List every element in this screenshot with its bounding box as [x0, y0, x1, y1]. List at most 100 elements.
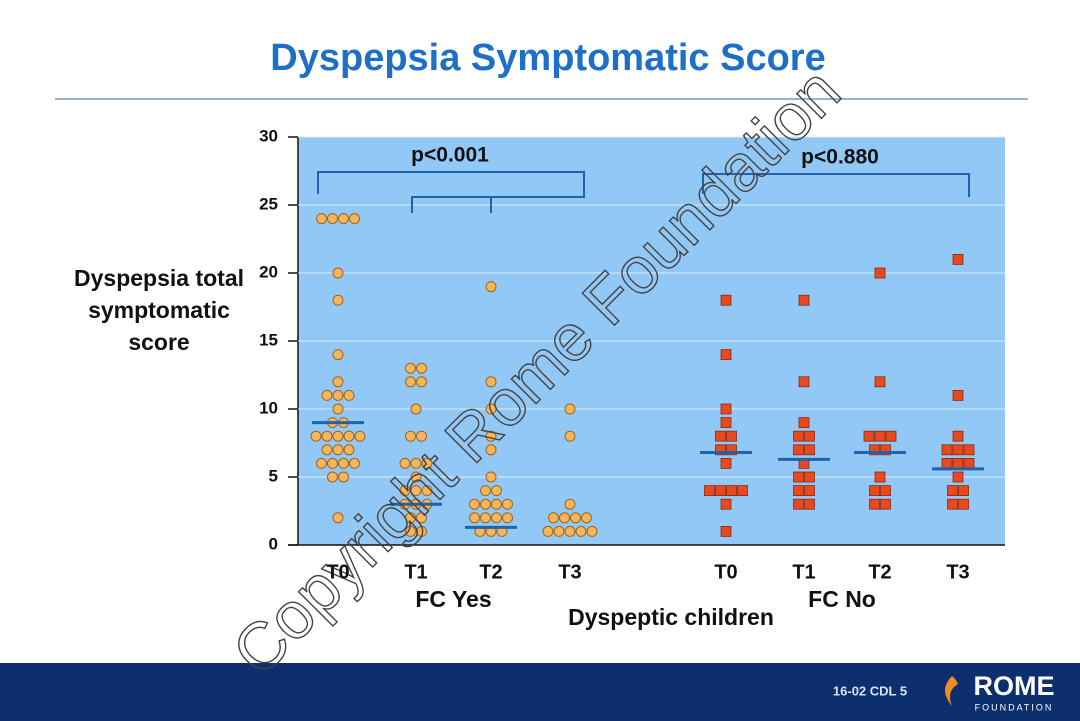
point: [726, 430, 737, 442]
point: [491, 512, 502, 524]
point: [399, 457, 411, 469]
point: [869, 444, 880, 456]
point: [405, 525, 416, 537]
point: [874, 471, 886, 483]
footer-code: 16-02 CDL 5: [833, 683, 907, 698]
point: [874, 430, 886, 442]
point: [874, 267, 886, 279]
y-axis-label: Dyspepsia total symptomatic score: [74, 265, 244, 355]
point: [564, 403, 576, 415]
group-label: FC Yes: [415, 586, 491, 612]
point: [416, 430, 427, 442]
point: [502, 498, 513, 510]
point: [480, 485, 491, 497]
point: [720, 349, 732, 361]
point: [343, 444, 355, 456]
point: [338, 213, 349, 225]
x-tick-label: T0: [714, 561, 737, 583]
point: [715, 444, 726, 456]
y-tick-label: 0: [269, 534, 278, 553]
point: [720, 526, 732, 537]
point: [804, 471, 815, 483]
marks: [310, 213, 984, 537]
x-tick-label: T3: [946, 561, 969, 583]
point: [726, 485, 737, 497]
point: [941, 444, 953, 456]
y-tick-label: 15: [259, 330, 278, 349]
point: [869, 498, 880, 510]
point: [491, 485, 502, 497]
point: [804, 498, 815, 510]
point: [941, 457, 953, 469]
point: [349, 213, 360, 225]
point: [480, 498, 491, 510]
point: [343, 389, 355, 401]
p-value: p<0.001: [411, 144, 489, 167]
point: [316, 457, 327, 469]
point: [793, 498, 804, 510]
y-tick-label: 30: [259, 126, 278, 145]
point: [327, 457, 338, 469]
point: [332, 267, 344, 279]
point: [804, 444, 815, 456]
point: [715, 430, 726, 442]
point: [564, 430, 576, 442]
x-tick-label: T1: [404, 561, 427, 583]
point: [720, 457, 732, 469]
point: [354, 430, 366, 442]
point: [321, 430, 333, 442]
point: [332, 512, 344, 524]
point: [485, 281, 497, 293]
point: [332, 349, 344, 361]
footer-band: [0, 663, 1080, 721]
point: [405, 430, 416, 442]
point: [952, 253, 964, 265]
point: [469, 498, 480, 510]
point: [947, 485, 958, 497]
point: [485, 376, 497, 388]
point: [869, 485, 880, 497]
point: [952, 457, 964, 469]
point: [704, 485, 715, 497]
point: [720, 498, 732, 510]
point: [963, 444, 975, 456]
point: [316, 213, 327, 225]
point: [416, 362, 427, 374]
point: [410, 457, 422, 469]
point: [321, 444, 333, 456]
point: [559, 512, 570, 524]
point: [564, 498, 576, 510]
point: [327, 471, 338, 483]
point: [570, 512, 581, 524]
p-value: p<0.880: [801, 146, 879, 169]
point: [947, 498, 958, 510]
y-tick-label: 5: [269, 466, 278, 485]
point: [485, 471, 497, 483]
point: [804, 485, 815, 497]
point: [338, 471, 349, 483]
point: [720, 417, 732, 429]
point: [410, 403, 422, 415]
point: [952, 471, 964, 483]
point: [343, 430, 355, 442]
grid: [288, 136, 1005, 546]
point: [798, 294, 810, 306]
point: [421, 485, 433, 497]
point: [421, 457, 433, 469]
point: [793, 430, 804, 442]
point: [804, 430, 815, 442]
point: [880, 444, 891, 456]
point: [863, 430, 875, 442]
bracket-fc-no: [702, 173, 970, 197]
point: [542, 525, 554, 537]
point: [338, 457, 349, 469]
brackets: [317, 171, 970, 213]
point: [720, 403, 732, 415]
x-tick-label: T2: [479, 561, 502, 583]
point: [310, 430, 322, 442]
x-tick-label: T3: [558, 561, 581, 583]
point: [485, 430, 497, 442]
x-tick-label: T0: [326, 561, 349, 583]
